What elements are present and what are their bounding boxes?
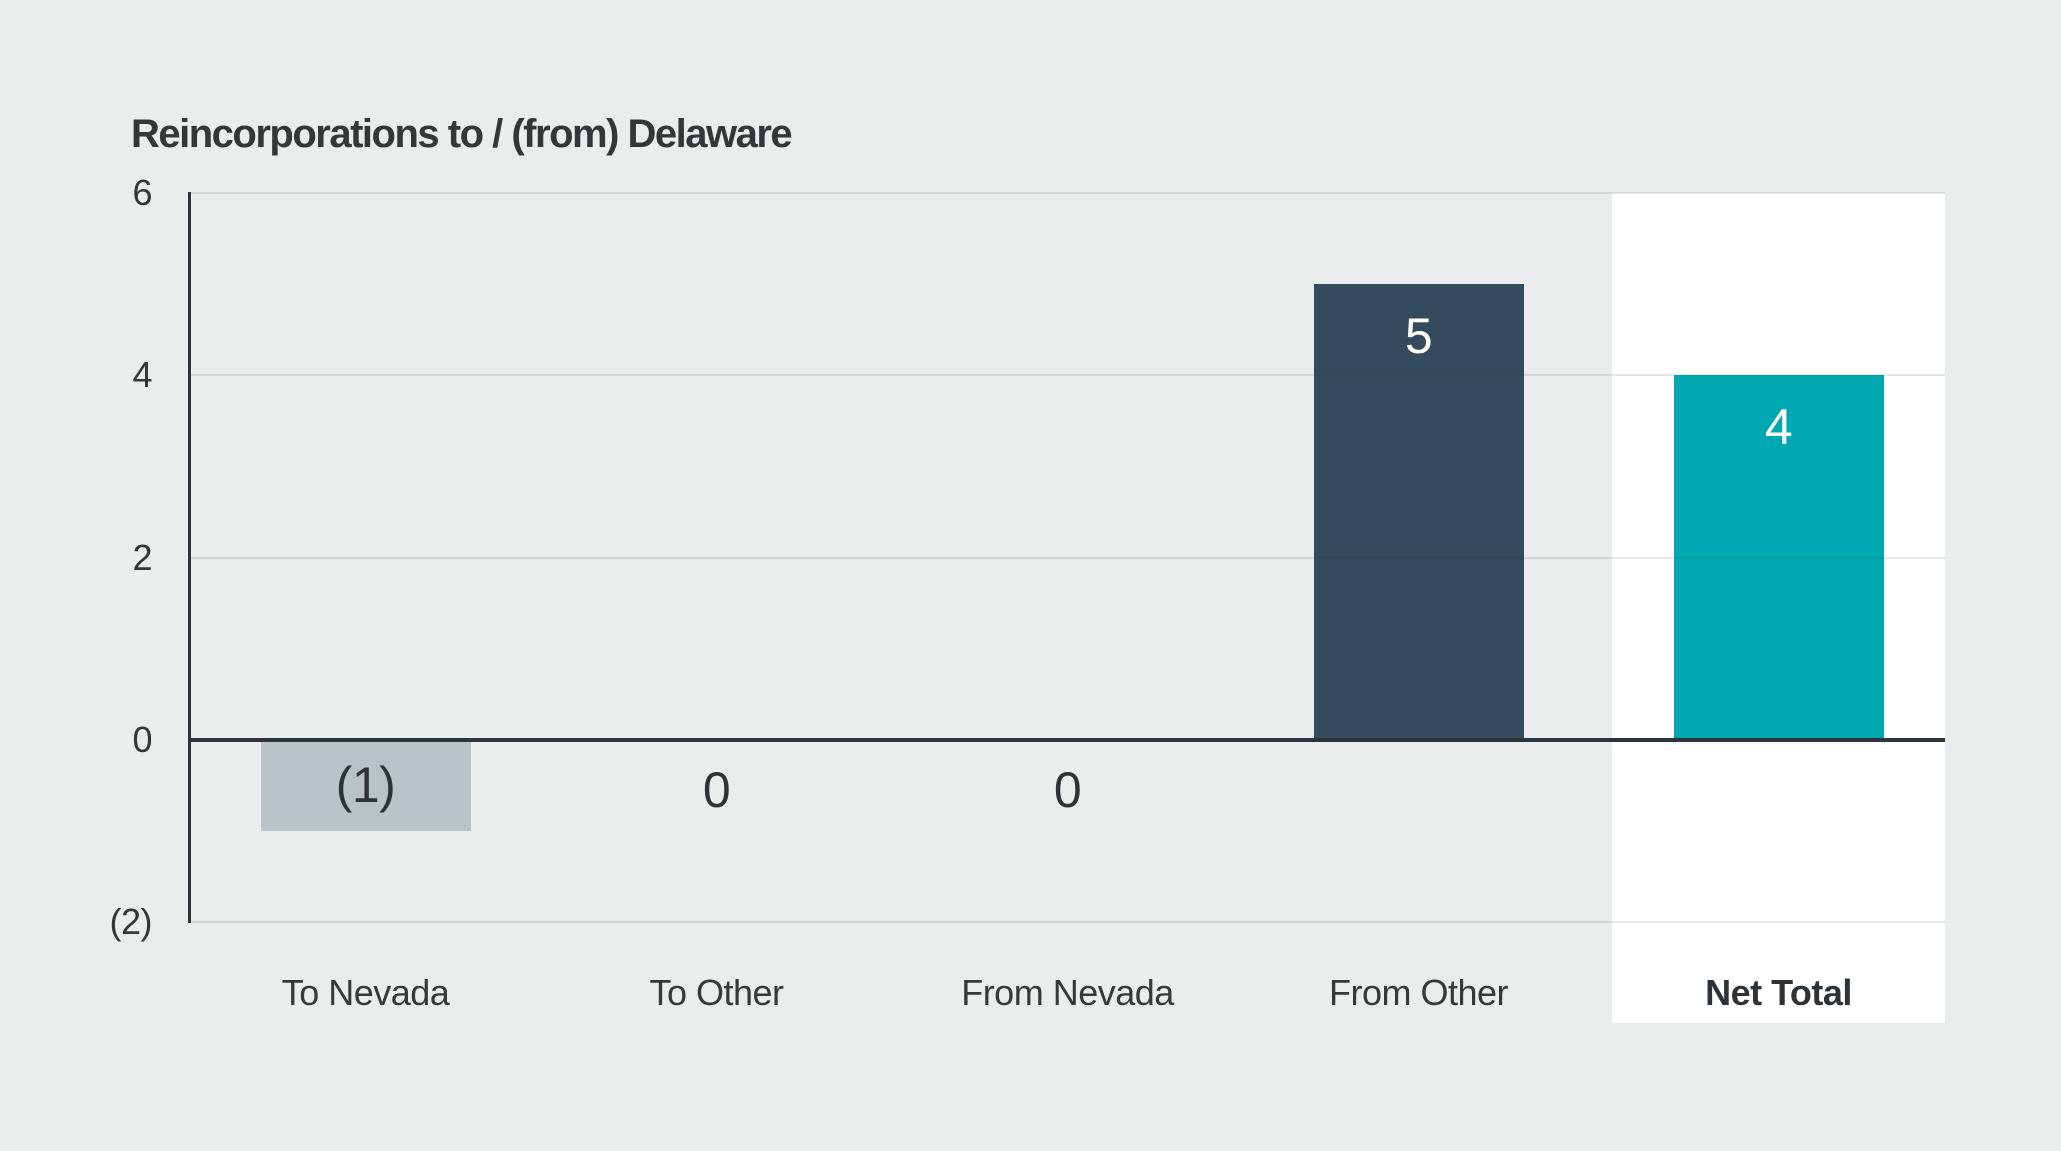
y-axis-tick-label: 6 — [132, 172, 152, 213]
bar-net-total — [1673, 375, 1884, 740]
x-axis-label-from-other: From Other — [1328, 972, 1509, 1013]
value-label: 4 — [1764, 399, 1793, 456]
x-axis-label-to-other: To Other — [649, 972, 784, 1013]
chart-title: Reincorporations to / (from) Delaware — [131, 112, 793, 156]
gridline-y2 — [190, 556, 1945, 559]
x-axis-label-from-nevada: From Nevada — [961, 972, 1174, 1013]
gridline-y-2 — [190, 921, 1945, 923]
y-axis-tick-label: 0 — [132, 718, 152, 760]
zero-baseline — [190, 737, 1945, 742]
y-axis-line — [188, 192, 191, 923]
gridline-y4 — [190, 374, 1945, 377]
bar-to-nevada — [260, 739, 471, 831]
value-label: (1) — [335, 757, 396, 814]
y-axis-tick-label: 2 — [132, 536, 152, 578]
x-axis-label-to-nevada: To Nevada — [281, 972, 450, 1013]
x-axis-label-net-total: Net Total — [1705, 972, 1852, 1013]
y-axis-tick-label: 4 — [132, 354, 152, 396]
value-label: 0 — [1053, 761, 1082, 818]
y-axis-tick-label: (2) — [109, 901, 153, 942]
value-label: 5 — [1404, 308, 1433, 365]
bar-from-other — [1313, 284, 1524, 740]
value-label: 0 — [702, 761, 731, 818]
plot-area: (1) 0 0 5 4 — [188, 192, 1945, 1023]
gridline-y6 — [190, 192, 1945, 194]
